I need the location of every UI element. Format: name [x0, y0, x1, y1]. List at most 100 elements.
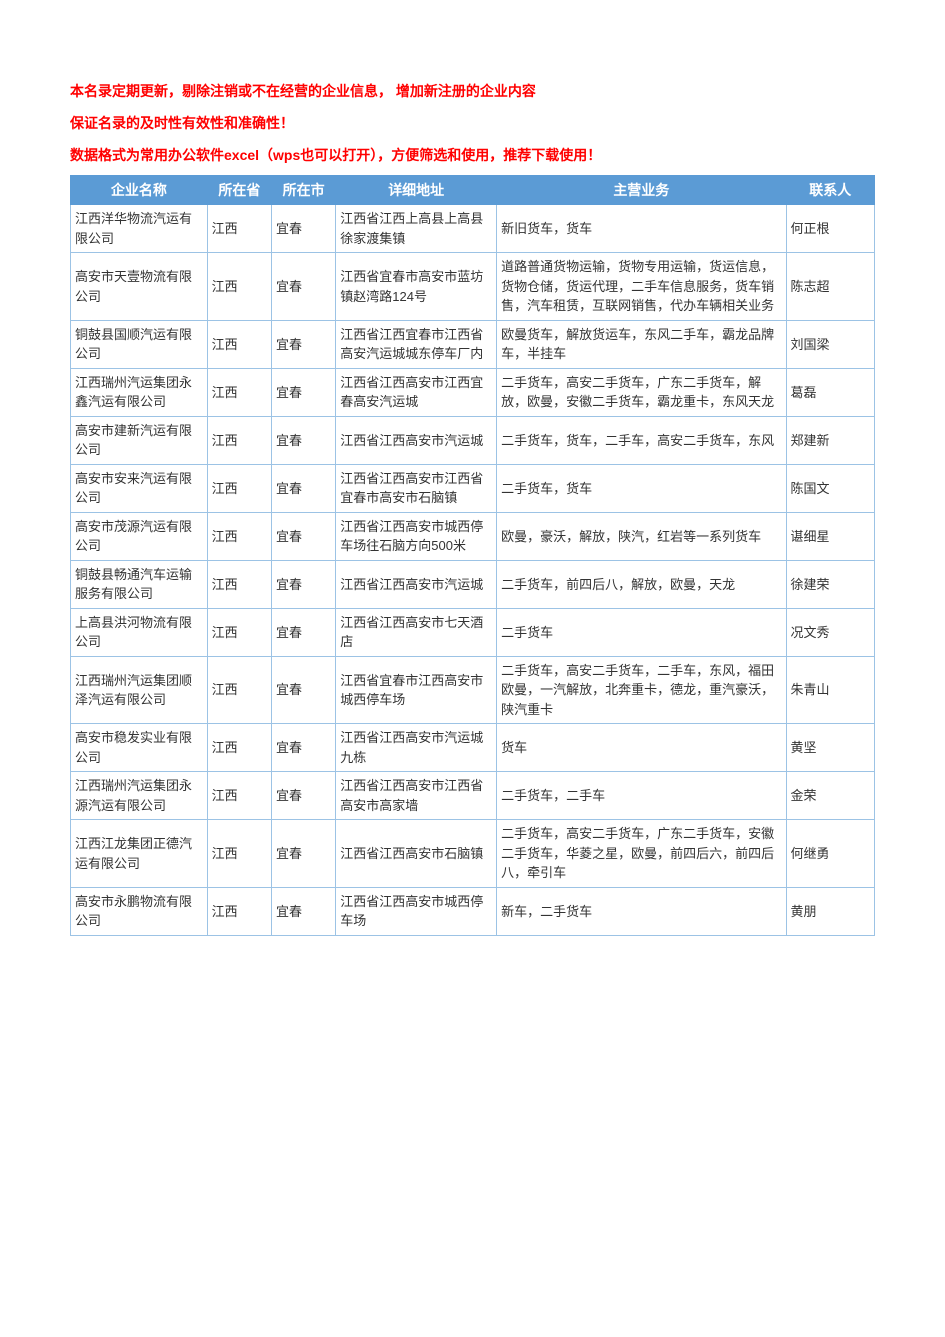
table-cell: 刘国梁	[786, 320, 874, 368]
table-cell: 二手货车，货车，二手车，高安二手货车，东风	[497, 416, 786, 464]
table-row: 高安市茂源汽运有限公司江西宜春江西省江西高安市城西停车场往石脑方向500米欧曼，…	[71, 512, 875, 560]
col-header-contact: 联系人	[786, 176, 874, 205]
table-row: 上高县洪河物流有限公司江西宜春江西省江西高安市七天酒店二手货车况文秀	[71, 608, 875, 656]
table-cell: 二手货车，前四后八，解放，欧曼，天龙	[497, 560, 786, 608]
table-cell: 何正根	[786, 205, 874, 253]
table-body: 江西洋华物流汽运有限公司江西宜春江西省江西上高县上高县徐家渡集镇新旧货车，货车何…	[71, 205, 875, 936]
table-cell: 江西瑞州汽运集团顺泽汽运有限公司	[71, 656, 208, 724]
table-cell: 宜春	[271, 512, 335, 560]
table-cell: 新车，二手货车	[497, 887, 786, 935]
table-cell: 宜春	[271, 820, 335, 888]
col-header-city: 所在市	[271, 176, 335, 205]
table-cell: 宜春	[271, 205, 335, 253]
table-cell: 二手货车，二手车	[497, 772, 786, 820]
table-cell: 江西省宜春市高安市蓝坊镇赵湾路124号	[336, 253, 497, 321]
table-cell: 宜春	[271, 416, 335, 464]
table-cell: 江西省江西高安市汽运城	[336, 416, 497, 464]
table-cell: 高安市稳发实业有限公司	[71, 724, 208, 772]
table-cell: 宜春	[271, 772, 335, 820]
table-cell: 宜春	[271, 887, 335, 935]
table-row: 江西江龙集团正德汽运有限公司江西宜春江西省江西高安市石脑镇二手货车，高安二手货车…	[71, 820, 875, 888]
table-row: 江西洋华物流汽运有限公司江西宜春江西省江西上高县上高县徐家渡集镇新旧货车，货车何…	[71, 205, 875, 253]
table-row: 高安市天壹物流有限公司江西宜春江西省宜春市高安市蓝坊镇赵湾路124号道路普通货物…	[71, 253, 875, 321]
table-row: 高安市安来汽运有限公司江西宜春江西省江西高安市江西省宜春市高安市石脑镇二手货车，…	[71, 464, 875, 512]
col-header-biz: 主营业务	[497, 176, 786, 205]
table-cell: 朱青山	[786, 656, 874, 724]
table-cell: 江西	[207, 512, 271, 560]
table-cell: 欧曼货车，解放货运车，东风二手车，霸龙品牌车，半挂车	[497, 320, 786, 368]
table-cell: 高安市建新汽运有限公司	[71, 416, 208, 464]
col-header-addr: 详细地址	[336, 176, 497, 205]
table-cell: 宜春	[271, 253, 335, 321]
table-cell: 宜春	[271, 656, 335, 724]
notice-line-1: 本名录定期更新，剔除注销或不在经营的企业信息， 增加新注册的企业内容	[70, 80, 875, 104]
table-cell: 谌细星	[786, 512, 874, 560]
table-cell: 江西省江西高安市七天酒店	[336, 608, 497, 656]
table-cell: 江西	[207, 724, 271, 772]
col-header-name: 企业名称	[71, 176, 208, 205]
notice-line-2: 保证名录的及时性有效性和准确性！	[70, 112, 875, 136]
table-cell: 高安市永鹏物流有限公司	[71, 887, 208, 935]
table-cell: 江西省江西高安市城西停车场	[336, 887, 497, 935]
table-row: 江西瑞州汽运集团顺泽汽运有限公司江西宜春江西省宜春市江西高安市城西停车场二手货车…	[71, 656, 875, 724]
table-cell: 新旧货车，货车	[497, 205, 786, 253]
table-cell: 江西省宜春市江西高安市城西停车场	[336, 656, 497, 724]
table-cell: 江西	[207, 608, 271, 656]
table-cell: 货车	[497, 724, 786, 772]
table-cell: 江西省江西高安市江西省高安市高家墙	[336, 772, 497, 820]
table-cell: 铜鼓县畅通汽车运输服务有限公司	[71, 560, 208, 608]
table-row: 高安市稳发实业有限公司江西宜春江西省江西高安市汽运城九栋货车黄坚	[71, 724, 875, 772]
table-row: 铜鼓县畅通汽车运输服务有限公司江西宜春江西省江西高安市汽运城二手货车，前四后八，…	[71, 560, 875, 608]
table-cell: 道路普通货物运输，货物专用运输，货运信息，货物仓储，货运代理，二手车信息服务，货…	[497, 253, 786, 321]
table-cell: 宜春	[271, 368, 335, 416]
table-cell: 江西	[207, 368, 271, 416]
table-cell: 江西	[207, 772, 271, 820]
table-cell: 金荣	[786, 772, 874, 820]
notice-line-3: 数据格式为常用办公软件excel（wps也可以打开），方便筛选和使用，推荐下载使…	[70, 144, 875, 168]
table-cell: 高安市天壹物流有限公司	[71, 253, 208, 321]
table-cell: 陈志超	[786, 253, 874, 321]
table-cell: 江西	[207, 320, 271, 368]
table-cell: 江西洋华物流汽运有限公司	[71, 205, 208, 253]
table-cell: 黄坚	[786, 724, 874, 772]
table-cell: 郑建新	[786, 416, 874, 464]
table-row: 江西瑞州汽运集团永源汽运有限公司江西宜春江西省江西高安市江西省高安市高家墙二手货…	[71, 772, 875, 820]
table-cell: 江西	[207, 253, 271, 321]
table-cell: 二手货车，高安二手货车，二手车，东风，福田欧曼，一汽解放，北奔重卡，德龙，重汽豪…	[497, 656, 786, 724]
table-cell: 江西	[207, 887, 271, 935]
table-cell: 江西江龙集团正德汽运有限公司	[71, 820, 208, 888]
enterprise-table: 企业名称 所在省 所在市 详细地址 主营业务 联系人 江西洋华物流汽运有限公司江…	[70, 175, 875, 936]
table-cell: 高安市茂源汽运有限公司	[71, 512, 208, 560]
table-cell: 高安市安来汽运有限公司	[71, 464, 208, 512]
table-cell: 江西	[207, 820, 271, 888]
table-cell: 江西省江西高安市石脑镇	[336, 820, 497, 888]
table-cell: 宜春	[271, 724, 335, 772]
table-cell: 江西瑞州汽运集团永源汽运有限公司	[71, 772, 208, 820]
table-cell: 二手货车，货车	[497, 464, 786, 512]
table-cell: 宜春	[271, 560, 335, 608]
table-cell: 宜春	[271, 608, 335, 656]
table-cell: 葛磊	[786, 368, 874, 416]
table-cell: 宜春	[271, 320, 335, 368]
table-cell: 二手货车，高安二手货车，广东二手货车，安徽二手货车，华菱之星，欧曼，前四后六，前…	[497, 820, 786, 888]
table-cell: 江西省江西高安市江西宜春高安汽运城	[336, 368, 497, 416]
table-cell: 何继勇	[786, 820, 874, 888]
table-row: 高安市永鹏物流有限公司江西宜春江西省江西高安市城西停车场新车，二手货车黄朋	[71, 887, 875, 935]
table-cell: 铜鼓县国顺汽运有限公司	[71, 320, 208, 368]
table-cell: 江西	[207, 464, 271, 512]
table-cell: 江西	[207, 205, 271, 253]
table-cell: 江西瑞州汽运集团永鑫汽运有限公司	[71, 368, 208, 416]
table-cell: 江西省江西高安市汽运城九栋	[336, 724, 497, 772]
table-cell: 江西省江西宜春市江西省高安汽运城城东停车厂内	[336, 320, 497, 368]
table-cell: 二手货车	[497, 608, 786, 656]
table-cell: 徐建荣	[786, 560, 874, 608]
table-cell: 江西	[207, 656, 271, 724]
table-cell: 江西	[207, 416, 271, 464]
col-header-prov: 所在省	[207, 176, 271, 205]
table-cell: 欧曼，豪沃，解放，陕汽，红岩等一系列货车	[497, 512, 786, 560]
table-cell: 江西省江西上高县上高县徐家渡集镇	[336, 205, 497, 253]
table-cell: 黄朋	[786, 887, 874, 935]
table-cell: 江西	[207, 560, 271, 608]
table-row: 江西瑞州汽运集团永鑫汽运有限公司江西宜春江西省江西高安市江西宜春高安汽运城二手货…	[71, 368, 875, 416]
table-cell: 况文秀	[786, 608, 874, 656]
